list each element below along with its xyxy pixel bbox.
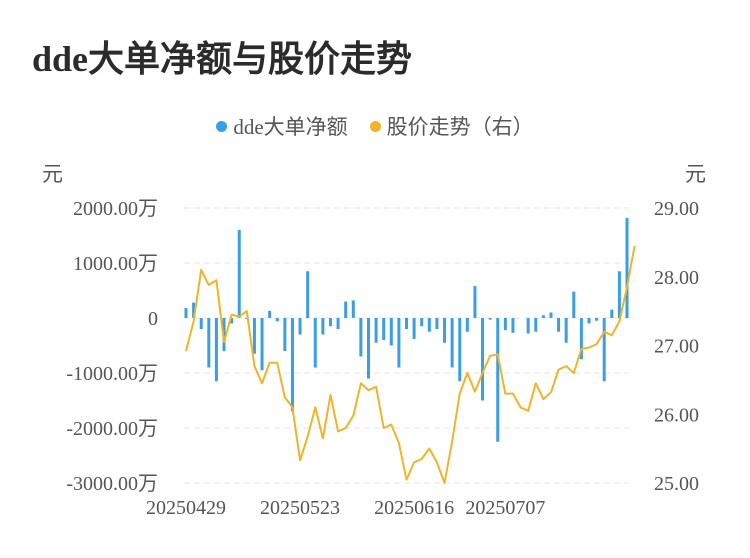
dde-bar [298,318,302,335]
dde-bar [625,217,629,318]
legend: dde大单净额 股价走势（右） [0,111,750,141]
dde-bar [237,230,241,318]
dde-bar [268,310,272,318]
dde-bar [534,318,538,332]
bar-series [184,217,629,442]
legend-label-dde: dde大单净额 [233,115,348,139]
dde-bar [374,318,378,343]
dde-bar [602,318,606,382]
dde-bar [351,300,355,318]
left-axis-tick-label: -3000.00万 [66,473,158,495]
dde-bar [610,309,614,318]
right-axis-tick-label: 28.00 [654,267,699,289]
dde-bar [617,271,621,318]
dde-bar [549,312,553,318]
right-axis-tick-label: 27.00 [654,336,699,358]
dde-bar [435,318,439,329]
dde-bar [260,318,264,371]
legend-marker-price [369,120,381,132]
dde-bar [526,318,530,334]
dde-bar [306,271,310,318]
left-axis-tick-label: -2000.00万 [66,418,158,440]
dde-bar [382,318,386,340]
dde-bar [359,318,363,357]
dde-bar [283,318,287,351]
dde-bar [336,318,340,329]
grid-lines [184,207,629,484]
dde-bar [184,308,188,318]
dde-bar [481,318,485,401]
dde-bar [199,318,203,329]
x-axis-tick-label: 20250429 [146,497,226,519]
legend-marker-dde [216,120,228,132]
dde-bar [587,318,591,324]
x-axis-tick-label: 20250523 [260,497,340,519]
dde-bar [214,318,218,382]
price-line [185,245,636,484]
dde-bar [572,291,576,318]
dde-bar [222,318,226,351]
dde-bar [192,302,196,318]
dde-bar [207,318,211,368]
dde-bar [488,318,492,320]
dde-bar [511,318,515,333]
dde-bar [405,318,408,329]
dde-bar [465,318,469,332]
left-axis-tick-label: -1000.00万 [66,363,158,385]
right-axis: 29.00 28.00 27.00 26.00 25.00 [654,198,699,495]
left-axis-tick-label: 2000.00万 [73,198,158,220]
right-axis-unit: 元 [685,162,706,186]
dde-bar [275,318,279,322]
right-axis-tick-label: 26.00 [654,404,699,426]
dde-bar [245,318,249,320]
dde-bar [321,318,325,335]
dde-bar [557,318,561,332]
legend-item-price[interactable]: 股价走势（右） [369,111,534,141]
right-axis-tick-label: 25.00 [654,473,699,495]
legend-item-dde[interactable]: dde大单净额 [216,111,348,141]
dde-bar [427,318,431,332]
dde-bar [579,318,583,360]
dde-bar [412,318,416,339]
dde-bar [230,318,234,324]
dde-bar [397,318,401,368]
dde-bar [473,286,477,318]
x-axis: 20250429 20250523 20250616 20250707 [146,497,545,519]
dde-bar [458,318,462,382]
dde-bar [541,315,545,318]
dde-bar [496,318,500,442]
left-axis-tick-label: 1000.00万 [73,253,158,275]
dde-bar [366,318,370,379]
dde-bar [450,318,454,368]
dde-bar [503,318,507,331]
dde-bar [564,318,568,343]
left-axis-tick-label: 0 [148,308,158,330]
legend-label-price: 股价走势（右） [386,115,534,139]
left-axis-unit: 元 [42,162,63,186]
dde-bar [344,301,348,318]
right-axis-tick-label: 29.00 [654,198,699,220]
x-axis-tick-label: 20250616 [374,497,454,519]
dde-bar [420,318,424,327]
dde-bar [595,318,599,321]
x-axis-tick-label: 20250707 [465,497,545,519]
dde-bar [313,318,317,368]
dde-bar [328,318,332,327]
dde-bar [443,318,447,343]
dde-bar [252,318,256,354]
dde-bar [389,318,393,346]
line-series [185,245,636,484]
chart-title: dde大单净额与股价走势 [32,39,413,79]
dde-bar [290,318,294,412]
left-axis: 2000.00万 1000.00万 0 -1000.00万 -2000.00万 -3000… [66,198,158,495]
